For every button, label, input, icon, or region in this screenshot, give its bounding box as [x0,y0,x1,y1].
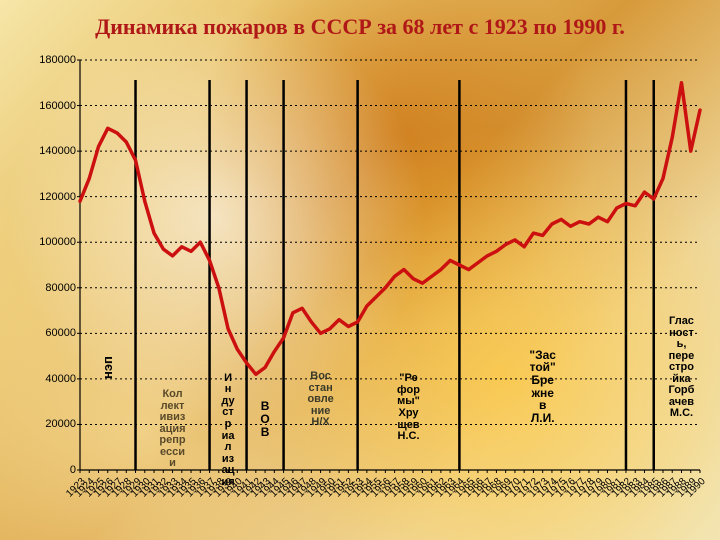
y-tick-label: 0 [70,464,76,476]
y-axis-label: нэп [100,356,115,379]
y-tick-label: 60000 [45,327,76,339]
y-tick-label: 120000 [39,191,76,203]
y-tick-label: 80000 [45,282,76,294]
y-tick-label: 180000 [39,54,76,66]
y-tick-label: 20000 [45,418,76,430]
period-label: "Ре фор мы" Хру щев Н.С. [392,373,426,442]
period-label: И н ду ст р иа л из ац ия [219,373,237,488]
period-label: "Зас той" Бре жне в Л.И. [525,349,561,425]
y-tick-label: 100000 [39,236,76,248]
y-tick-label: 40000 [45,373,76,385]
period-label: В О В [257,400,273,438]
period-label: Глас ност ь, пере стро йка Горб ачев М.С… [663,316,699,420]
y-tick-label: 140000 [39,145,76,157]
period-label: Кол лект ивиз ация репр есси и [155,389,191,470]
period-label: Вос стан овле ние Н/Х [304,371,338,429]
chart-svg [0,0,720,540]
y-tick-label: 160000 [39,100,76,112]
